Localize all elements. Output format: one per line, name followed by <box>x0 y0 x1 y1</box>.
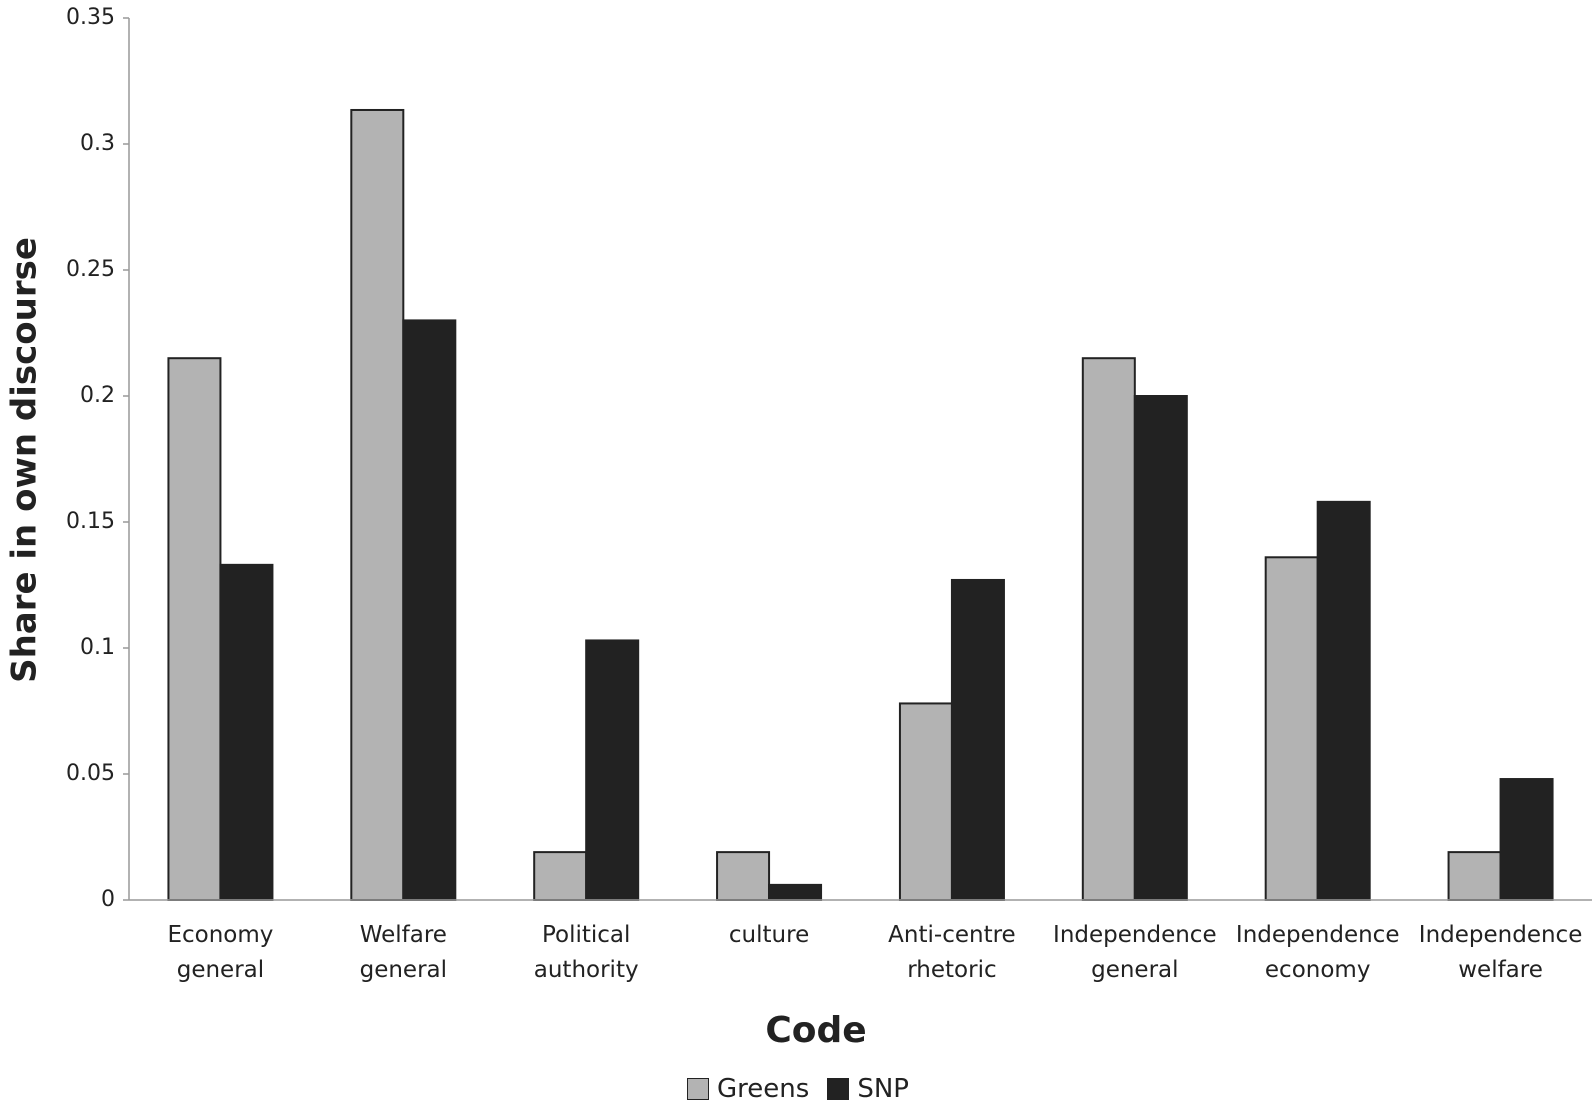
legend-label: Greens <box>717 1074 810 1104</box>
x-tick-label: Independence economy <box>1235 922 1400 983</box>
y-tick-label: 0.35 <box>66 5 115 30</box>
bar <box>716 851 771 901</box>
x-tick-label: Independence welfare <box>1418 922 1583 983</box>
x-tick-label: Economy general <box>167 922 274 983</box>
bar <box>1499 778 1554 901</box>
bar <box>1447 851 1502 901</box>
bar <box>533 851 588 901</box>
y-tick-label: 0 <box>101 887 115 912</box>
x-axis-title: Code <box>765 1010 866 1051</box>
y-tick-label: 0.3 <box>80 131 115 156</box>
bar <box>1133 395 1188 901</box>
x-tick-label: Independence general <box>1053 922 1217 983</box>
y-tick-label: 0.15 <box>66 509 115 534</box>
bar <box>950 578 1005 902</box>
x-tick-label: culture <box>728 922 810 948</box>
y-axis-title: Share in own discourse <box>5 237 45 683</box>
legend: Greens SNP <box>0 1074 1596 1104</box>
bar <box>898 702 953 901</box>
legend-item: Greens <box>687 1074 809 1104</box>
legend-item: SNP <box>827 1074 909 1104</box>
bar <box>1316 500 1371 901</box>
bar <box>350 108 405 902</box>
bar <box>1081 357 1136 901</box>
bar <box>768 883 823 902</box>
x-tick-label: Anti-centre rhetoric <box>888 922 1016 983</box>
bar <box>219 563 274 902</box>
y-tick-label: 0.1 <box>80 635 115 660</box>
y-tick-label: 0.25 <box>66 257 115 282</box>
bar <box>402 319 457 901</box>
x-tick-label: Political authority <box>533 922 639 983</box>
x-tick-label: Welfare general <box>359 922 448 983</box>
bar <box>1264 556 1319 902</box>
legend-swatch <box>827 1078 850 1100</box>
y-tick-label: 0.05 <box>66 761 115 786</box>
legend-label: SNP <box>857 1074 909 1104</box>
y-tick-label: 0.2 <box>80 383 115 408</box>
legend-swatch <box>687 1078 710 1100</box>
bar <box>167 357 222 901</box>
bar <box>585 639 640 901</box>
